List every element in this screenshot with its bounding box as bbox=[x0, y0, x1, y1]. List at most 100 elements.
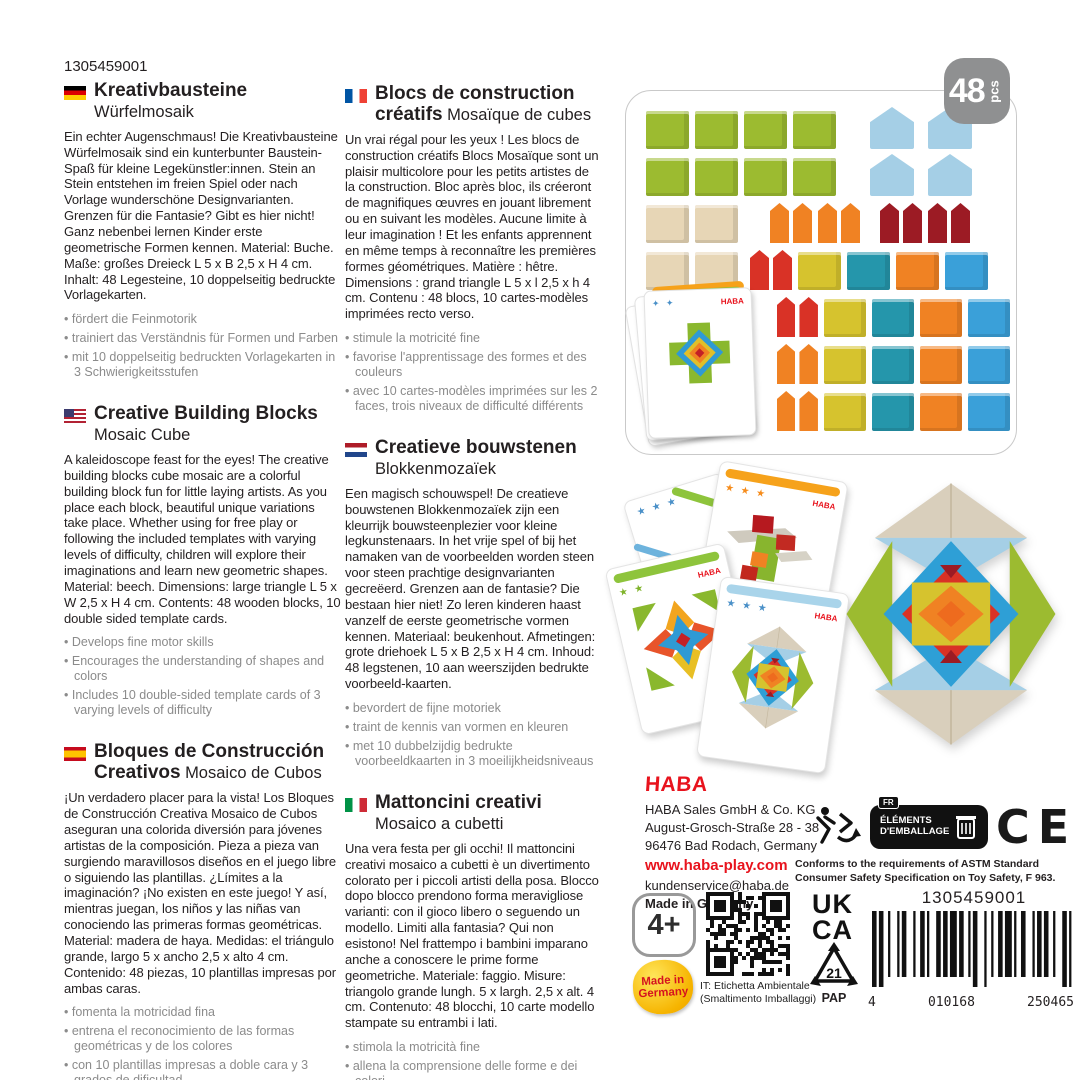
green-block bbox=[744, 111, 787, 149]
section-body: Ein echter Augenschmaus! Die Kreativbaus… bbox=[64, 128, 338, 303]
maker-city: 96476 Bad Rodach, Germany bbox=[645, 837, 817, 853]
haba-logo: HABA bbox=[644, 773, 709, 796]
difficulty-stars: ★ ★ ★ bbox=[724, 482, 768, 501]
natural-block bbox=[646, 252, 689, 290]
fr-tab: FR bbox=[878, 796, 899, 809]
column-middle: Blocs de construction créatifs Mosaïque … bbox=[345, 83, 601, 1080]
orange-block bbox=[919, 299, 962, 337]
ce-mark: CE bbox=[996, 800, 1078, 854]
orange-block bbox=[919, 346, 962, 384]
section-german: Kreativbausteine Würfelmosaik Ein echter… bbox=[64, 80, 342, 380]
triman-icon bbox=[816, 807, 861, 844]
section-spanish: Bloques de Construcción Creativos Mosaic… bbox=[64, 742, 342, 1080]
age-badge: 4+ bbox=[632, 893, 696, 957]
darkred-block bbox=[880, 203, 922, 243]
website-link[interactable]: www.haba-play.com bbox=[645, 856, 788, 874]
email-link[interactable]: kundenservice@haba.de bbox=[645, 878, 790, 894]
flower-mosaic-image bbox=[632, 589, 734, 691]
blue-block bbox=[968, 393, 1011, 431]
spacer bbox=[842, 195, 870, 196]
elements-emballage-badge: FR ÉLÉMENTS D'EMBALLAGE bbox=[870, 796, 988, 849]
spacer bbox=[866, 242, 880, 243]
barcode-digits: 4 010168 250465 bbox=[868, 995, 1074, 1010]
template-card-orange: ★ ★ ★ HABA bbox=[689, 460, 849, 662]
red-block bbox=[776, 297, 818, 337]
orange-block bbox=[919, 393, 962, 431]
qr-code[interactable] bbox=[706, 892, 790, 976]
teal-block bbox=[871, 393, 914, 431]
haba-logo-small: HABA bbox=[696, 565, 722, 580]
difficulty-stars: ★ ★ ★ bbox=[635, 495, 680, 519]
orange-block bbox=[776, 344, 818, 384]
teal-block bbox=[871, 346, 914, 384]
green-block bbox=[646, 158, 689, 196]
made-in-germany-badge: Made in Germany bbox=[631, 958, 695, 1016]
natural-block bbox=[695, 205, 738, 243]
barcode: 1305459001 4 010168 250465 bbox=[868, 888, 1080, 1010]
haba-logo-small: HABA bbox=[811, 498, 837, 512]
haba-logo-small: HABA bbox=[720, 296, 745, 307]
contents-panel: ✦ ✦ HABA bbox=[624, 90, 1017, 455]
yellow-block bbox=[823, 299, 866, 337]
trash-bin-icon bbox=[956, 816, 977, 839]
cross-mosaic-image bbox=[669, 322, 731, 384]
lightblue-block bbox=[870, 154, 914, 196]
green-block bbox=[695, 158, 738, 196]
barcode-item-number: 1305459001 bbox=[921, 888, 1027, 907]
spacer bbox=[914, 148, 928, 149]
green-block bbox=[695, 111, 738, 149]
german-flag-icon bbox=[64, 86, 86, 100]
lightblue-block bbox=[870, 107, 914, 149]
qr-caption: IT: Etichetta Ambientale (Smaltimento Im… bbox=[700, 980, 817, 1006]
maker-street: August-Grosch-Straße 28 - 38 bbox=[645, 819, 820, 835]
column-left: 1305459001 Kreativbausteine Würfelmosaik… bbox=[64, 58, 342, 1080]
dutch-flag-icon bbox=[345, 443, 367, 458]
difficulty-stars: ★ ★ ★ bbox=[725, 597, 770, 615]
section-english: Creative Building Blocks Mosaic Cube A k… bbox=[64, 403, 342, 718]
green-block bbox=[744, 158, 787, 196]
spacer bbox=[842, 148, 870, 149]
french-flag-icon bbox=[345, 89, 367, 103]
difficulty-stars: ✦ ✦ bbox=[651, 297, 676, 309]
green-block bbox=[793, 158, 836, 196]
recycle-triangle-icon: 21 bbox=[810, 942, 858, 986]
difficulty-stars: ★ ★ bbox=[617, 582, 647, 600]
green-block bbox=[793, 111, 836, 149]
teal-block bbox=[847, 252, 890, 290]
orange-block bbox=[818, 203, 860, 243]
haba-logo-small: HABA bbox=[813, 611, 839, 624]
compliance-row: FR ÉLÉMENTS D'EMBALLAGE CE bbox=[812, 796, 1078, 854]
deck-card-top: ✦ ✦ HABA bbox=[643, 287, 757, 439]
orange-block bbox=[776, 391, 818, 431]
recycle-material: PAP bbox=[821, 991, 847, 1005]
blue-block bbox=[968, 346, 1011, 384]
template-card-blue: ★ ★ ★ HABA bbox=[695, 575, 851, 775]
italian-flag-icon bbox=[345, 798, 367, 813]
template-card-green: ★ ★ HABA bbox=[604, 542, 762, 736]
bullet: mit 10 doppelseitig bedruckten Vorlageka… bbox=[64, 350, 342, 380]
item-number: 1305459001 bbox=[64, 58, 148, 75]
section-french: Blocs de construction créatifs Mosaïque … bbox=[345, 83, 601, 414]
manufacturer-block: HABA HABA Sales GmbH & Co. KG August-Gro… bbox=[644, 773, 895, 913]
teal-block bbox=[871, 299, 914, 337]
template-card-deck: ✦ ✦ HABA bbox=[624, 280, 766, 448]
maker-name: HABA Sales GmbH & Co. KG bbox=[645, 802, 816, 817]
blue-block bbox=[968, 299, 1011, 337]
pieces-count: 48 bbox=[948, 71, 986, 110]
recycling-symbol: 21 PAP bbox=[806, 942, 862, 1005]
yellow-block bbox=[798, 252, 841, 290]
blue-block bbox=[945, 252, 988, 290]
orange-block bbox=[770, 203, 812, 243]
darkred-block bbox=[928, 203, 970, 243]
yellow-block bbox=[823, 393, 866, 431]
blocks-photo-image bbox=[727, 514, 813, 582]
bullet: fördert die Feinmotorik bbox=[64, 312, 342, 327]
section-dutch: Creatieve bouwstenen Blokkenmozaïek Een … bbox=[345, 437, 601, 769]
section-subtitle: Würfelmosaik bbox=[94, 102, 194, 121]
bullet: trainiert das Verständnis für Formen und… bbox=[64, 331, 342, 346]
spacer bbox=[744, 242, 770, 243]
template-cards-collage: ★ ★ ★ ★ ★ ★ HABA ★ ★ HABA bbox=[604, 460, 878, 775]
spanish-flag-icon bbox=[64, 747, 86, 762]
mini-mosaic-image bbox=[731, 626, 814, 729]
